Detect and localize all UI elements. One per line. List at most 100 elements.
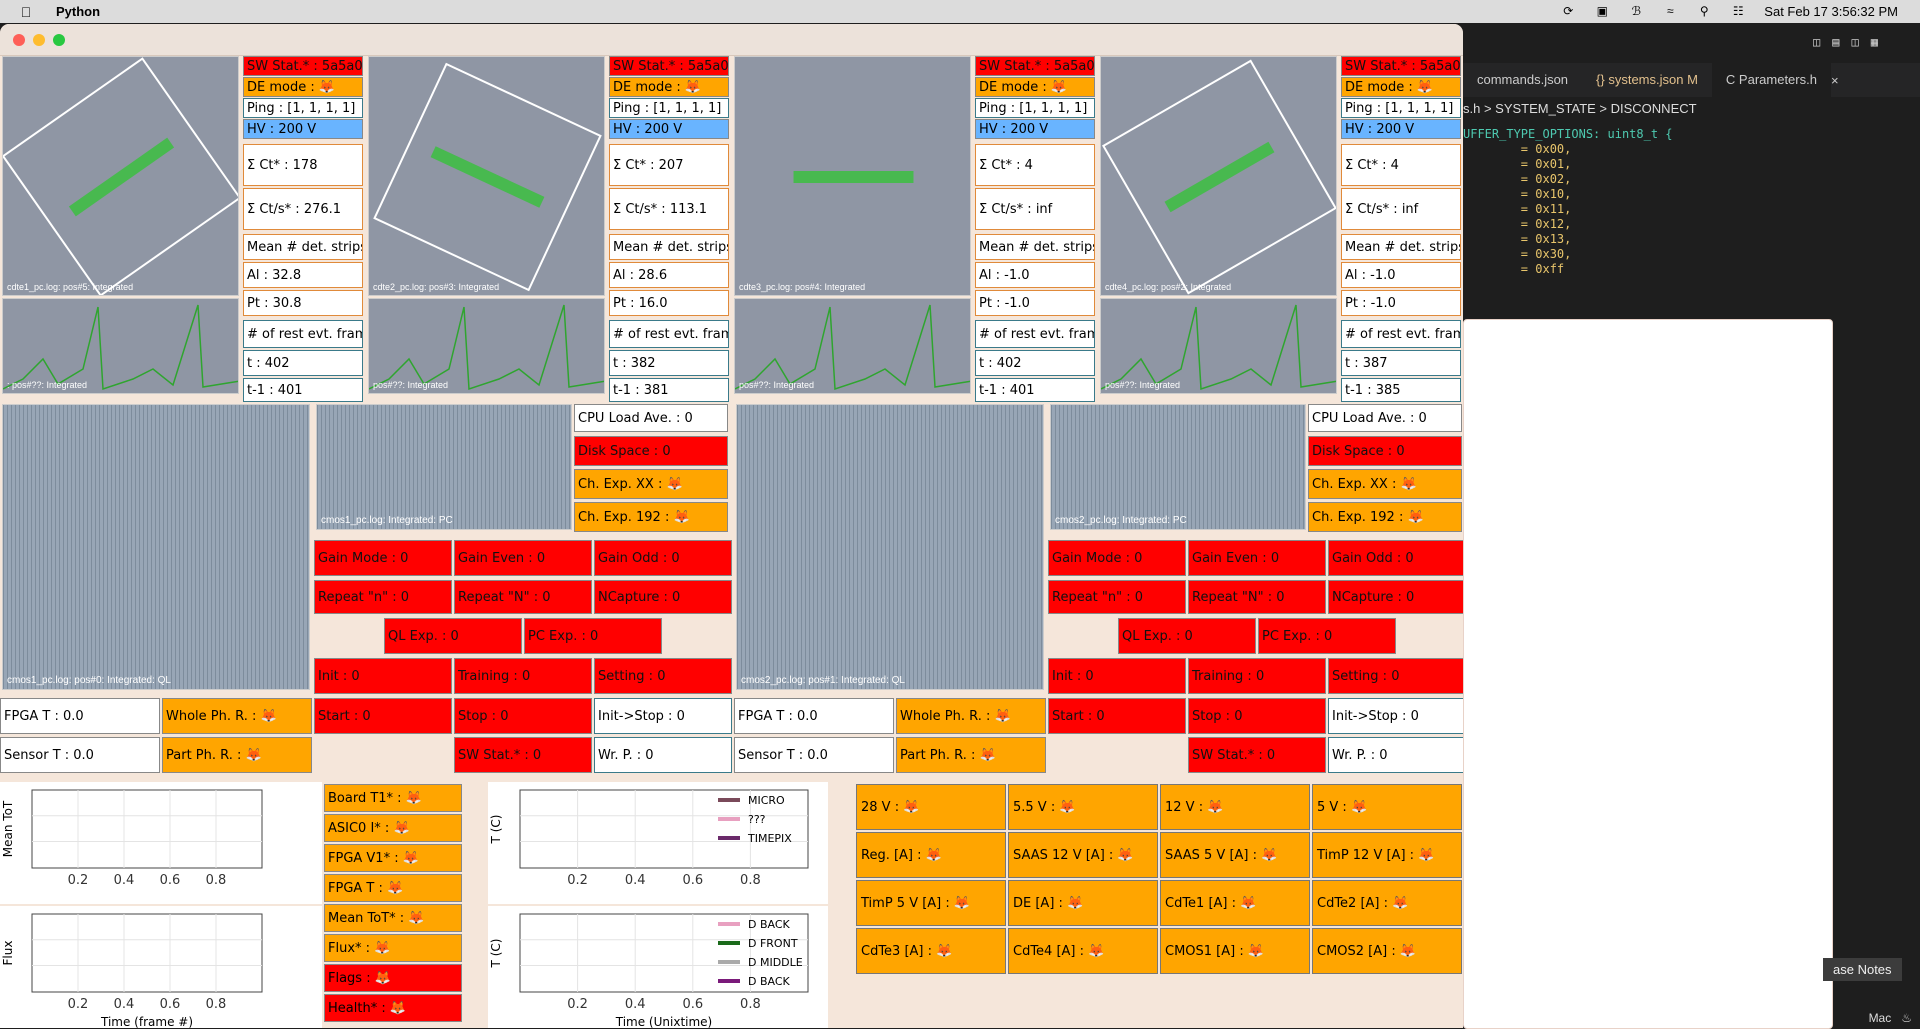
zoom-window-button[interactable]: [53, 33, 65, 46]
clock[interactable]: Sat Feb 17 3:56:32 PM: [1764, 4, 1898, 19]
sync-icon[interactable]: ⟳: [1563, 4, 1574, 18]
x-tick-label: 0.4: [114, 873, 135, 888]
frame-t: t : 382: [609, 350, 729, 376]
split-icon[interactable]: ◫: [1851, 35, 1859, 49]
layout-icon[interactable]: ▦: [1870, 35, 1878, 49]
housekeeping-item: FPGA T : 🦊: [324, 874, 462, 902]
rest-frames-label: # of rest evt. frame: [1341, 320, 1461, 348]
spectrum-svg: [3, 304, 238, 391]
mean-strips-label: Mean # det. strips: [243, 234, 363, 260]
plot-area: [31, 789, 263, 869]
x-axis-label: Time (Unixtime): [615, 1015, 712, 1028]
detector-frame-svg: [373, 62, 602, 292]
write-pointer: Wr. P. : 0: [594, 737, 732, 773]
chart-panel: 0.2 0.4 0.6 0.8 Flux Time (frame #): [0, 906, 322, 1028]
bell-icon[interactable]: ♨: [1901, 1011, 1912, 1025]
ch-exp-192: Ch. Exp. 192 : 🦊: [574, 502, 728, 532]
power-tile: 12 V : 🦊: [1160, 784, 1310, 830]
wifi-icon[interactable]: ≈: [1667, 4, 1674, 18]
search-icon[interactable]: ⚲: [1699, 4, 1709, 18]
total-counts: Σ Ct* : 4: [1341, 144, 1461, 186]
x-tick-label: 0.2: [567, 873, 588, 888]
y-axis-label: T (C): [489, 939, 503, 969]
detector-frame-svg: [793, 171, 914, 183]
chart-panel: 0.2 0.4 0.6 0.8 Mean ToT: [0, 782, 322, 904]
bluetooth-icon[interactable]: ℬ: [1631, 4, 1642, 18]
x-tick-label: 0.2: [68, 997, 89, 1012]
tab-systems[interactable]: {} systems.json M: [1596, 72, 1698, 87]
detector-image[interactable]: cdte3_pc.log: pos#4: Integrated: [734, 56, 971, 296]
control-center-icon[interactable]: ☷: [1732, 4, 1744, 18]
start-count: Start : 0: [1048, 698, 1186, 734]
release-notes-button[interactable]: ase Notes: [1823, 958, 1902, 981]
ping-status: Ping : [1, 1, 1, 1]: [609, 98, 729, 118]
apple-icon[interactable]: : [18, 4, 34, 20]
housekeeping-item: Flags : 🦊: [324, 964, 462, 992]
cmos-pc-image[interactable]: cmos2_pc.log: Integrated: PC: [1050, 404, 1306, 530]
power-tile: SAAS 12 V [A] : 🦊: [1008, 832, 1158, 878]
code-line: = 0xff: [1520, 262, 1565, 276]
status-lang[interactable]: Mac: [1868, 1011, 1892, 1025]
pt-strips: Pt : 30.8: [243, 290, 363, 316]
breadcrumb[interactable]: s.h > SYSTEM_STATE > DISCONNECT: [1463, 101, 1697, 116]
sw-status: SW Stat.* : 5a5a010: [975, 56, 1095, 76]
app-name[interactable]: Python: [56, 4, 101, 19]
chart-svg: 0.2 0.4 0.6 0.8 T (C) Time (Unixtime) D BACK D …: [489, 913, 809, 1028]
code-line: = 0x11,: [1520, 202, 1572, 216]
spectrum-image[interactable]: : pos#??: Integrated: [2, 298, 239, 394]
al-strips: Al : 32.8: [243, 262, 363, 288]
detector-image[interactable]: cdte4_pc.log: pos#2: Integrated: [1100, 56, 1337, 296]
power-tile: SAAS 5 V [A] : 🦊: [1160, 832, 1310, 878]
code-line: = 0x12,: [1520, 217, 1572, 231]
ql-exposure: QL Exp. : 0: [1118, 618, 1256, 654]
x-tick-label: 0.8: [206, 997, 227, 1012]
detector-image[interactable]: cdte1_pc.log: pos#5: Integrated: [2, 56, 239, 296]
cpu-load: CPU Load Ave. : 0: [574, 404, 728, 432]
repeat-N: Repeat "N" : 0: [1188, 580, 1326, 614]
x-tick-label: 0.6: [160, 873, 181, 888]
minimize-window-button[interactable]: [33, 33, 45, 46]
gain-even: Gain Even : 0: [454, 540, 592, 576]
close-window-button[interactable]: [13, 33, 25, 46]
whole-photo-rate: Whole Ph. R. : 🦊: [162, 698, 312, 734]
x-axis-label: Time (frame #): [100, 1015, 193, 1028]
code-editor[interactable]: UFFER_TYPE_OPTIONS: uint8_t { = 0x00, = …: [1463, 127, 1673, 277]
detector-image[interactable]: cdte2_pc.log: pos#3: Integrated: [368, 56, 605, 296]
fpga-temperature: FPGA T : 0.0: [734, 698, 894, 734]
x-tick-label: 0.8: [206, 873, 227, 888]
mean-strips-label: Mean # det. strips: [975, 234, 1095, 260]
tab-parameters[interactable]: C Parameters.h: [1711, 63, 1831, 97]
code-line: = 0x02,: [1520, 172, 1572, 186]
cmos-ql-image[interactable]: cmos1_pc.log: pos#0: Integrated: QL: [2, 404, 310, 690]
close-icon[interactable]: ×: [1830, 72, 1839, 88]
gain-mode: Gain Mode : 0: [1048, 540, 1186, 576]
title-bar: [0, 24, 1463, 56]
detector-image-caption: cdte1_pc.log: pos#5: Integrated: [7, 282, 134, 292]
display-icon[interactable]: ▣: [1596, 4, 1608, 18]
legend-label: ???: [748, 813, 766, 826]
setting-count: Setting : 0: [1328, 658, 1463, 694]
power-tile: 5 V : 🦊: [1312, 784, 1462, 830]
menu-bar:  Python ⟳ ▣ ℬ ≈ ⚲ ☷ Sat Feb 17 3:56:32 …: [0, 0, 1920, 23]
ncapture: NCapture : 0: [594, 580, 732, 614]
editor-tabs: commands.json {} systems.json M C Parame…: [1463, 63, 1920, 97]
chart-panel: 0.2 0.4 0.6 0.8 T (C) MICRO??? TIMEPIX: [488, 782, 828, 904]
write-pointer: Wr. P. : 0: [1328, 737, 1463, 773]
spectrum-image[interactable]: pos#??: Integrated: [1100, 298, 1337, 394]
cmos-pc-image[interactable]: cmos1_pc.log: Integrated: PC: [316, 404, 572, 530]
floating-panel: [1463, 319, 1833, 1029]
sidebar-toggle-icon[interactable]: ◫: [1813, 35, 1821, 49]
code-line: = 0x10,: [1520, 187, 1572, 201]
python-window: cdte1_pc.log: pos#5: Integrated : pos#??:…: [0, 24, 1463, 1028]
spectrum-caption: : pos#??: Integrated: [7, 380, 88, 390]
housekeeping-item: Mean ToT* : 🦊: [324, 904, 462, 932]
tab-commands[interactable]: commands.json: [1477, 72, 1569, 87]
panel-toggle-icon[interactable]: ▤: [1832, 35, 1840, 49]
disk-space: Disk Space : 0: [1308, 436, 1462, 466]
spectrum-image[interactable]: pos#??: Integrated: [368, 298, 605, 394]
spectrum-svg: [735, 304, 970, 391]
spectrum-image[interactable]: pos#??: Integrated: [734, 298, 971, 394]
cmos-ql-image[interactable]: cmos2_pc.log: pos#1: Integrated: QL: [736, 404, 1044, 690]
vscode-window: ◫ ▤ ◫ ▦ commands.json {} systems.json M …: [1463, 23, 1920, 1029]
part-photo-rate: Part Ph. R. : 🦊: [162, 737, 312, 773]
